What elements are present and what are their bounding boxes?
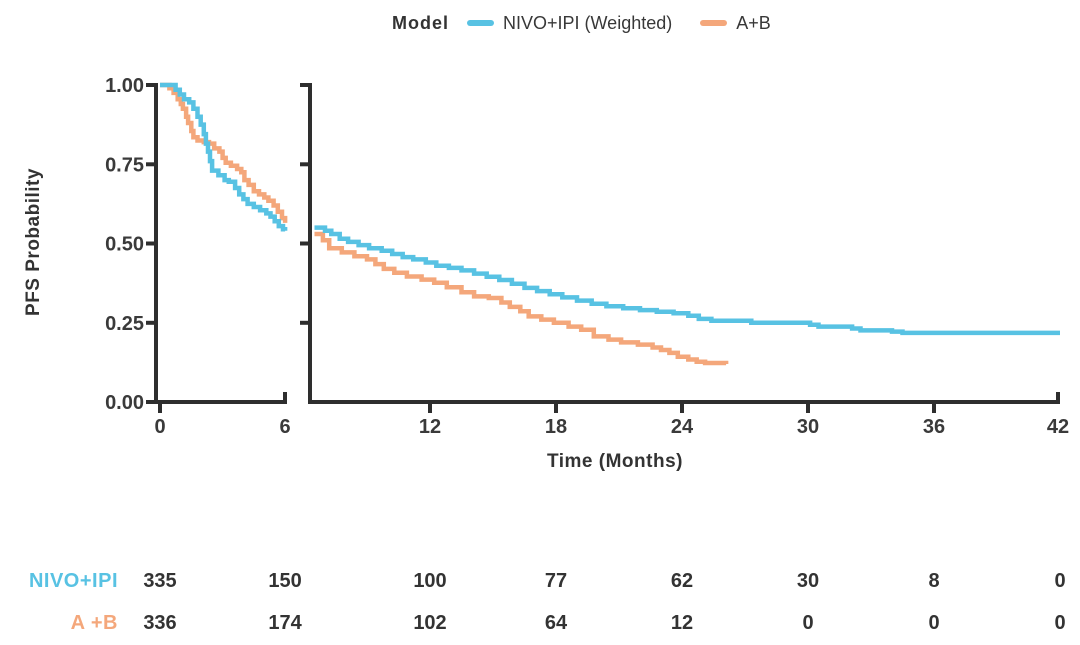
x-tick-label: 12 [419,416,441,438]
y-axis-title: PFS Probability [23,168,44,316]
x-axis-title: Time (Months) [547,451,683,472]
y-tick-label: 1.00 [105,75,144,97]
legend-item-nivo-ipi: NIVO+IPI (Weighted) [467,13,672,34]
legend-swatch-a-b [700,20,728,26]
panel-1: 12 18 24 30 36 42 [300,83,1069,438]
legend-swatch-nivo-ipi [467,20,494,26]
legend-label-a-b: A+B [736,12,771,33]
km-curve-a-b [160,82,288,223]
risk-value: 0 [1054,612,1066,634]
risk-value: 77 [544,570,568,592]
x-tick-label: 18 [545,416,567,438]
risk-value: 64 [544,612,568,634]
km-chart: 0 6 12 18 24 30 36 420.000.250.500.751.00 [105,75,1069,438]
risk-value: 150 [268,570,302,592]
risk-value: 30 [796,570,820,592]
risk-value: 174 [268,612,302,634]
risk-value: 62 [670,570,694,592]
legend: Model NIVO+IPI (Weighted) A+B [392,8,799,38]
legend-label-nivo-ipi: NIVO+IPI (Weighted) [503,12,673,33]
risk-value: 0 [802,612,814,634]
risk-value: 102 [413,612,447,634]
x-tick-label: 6 [279,416,290,438]
x-tick-label: 0 [154,416,165,438]
y-tick-label: 0.75 [105,154,144,176]
x-tick-label: 36 [923,416,945,438]
risk-value: 12 [670,612,694,634]
risk-value: 100 [413,570,447,592]
risk-value: 0 [928,612,940,634]
risk-value: 0 [1054,570,1066,592]
km-curve-a-b [314,231,729,366]
x-tick-label: 24 [671,416,694,438]
km-curve-nivo-ipi-weighted- [314,225,1060,336]
risk-value: 336 [143,612,177,634]
km-curve-nivo-ipi-weighted- [160,82,288,232]
y-tick-label: 0.50 [105,234,144,256]
risk-value: 335 [143,570,177,592]
risk-row-label-nivo-ipi: NIVO+IPI [28,570,118,592]
legend-title: Model [392,12,449,33]
y-tick-label: 0.25 [105,313,144,335]
y-tick-label: 0.00 [105,392,144,414]
x-tick-label: 42 [1047,416,1069,438]
legend-item-a-b: A+B [700,13,771,34]
risk-value: 8 [928,570,940,592]
risk-row-label-a-b: A +B [70,612,118,634]
x-tick-label: 30 [797,416,819,438]
